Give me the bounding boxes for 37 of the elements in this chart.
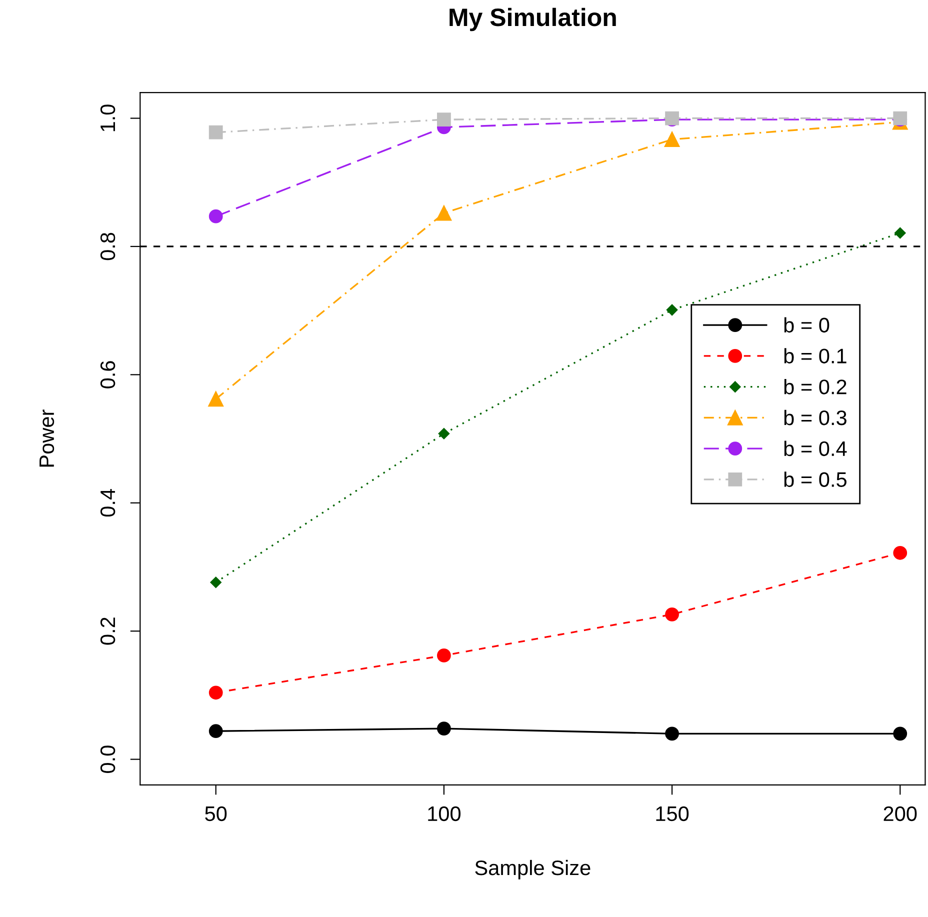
point: [893, 546, 908, 560]
point: [664, 132, 680, 148]
x-tick-label: 150: [656, 806, 689, 822]
x-tick-label: 50: [205, 806, 227, 822]
y-tick-label: 0.6: [100, 361, 116, 388]
legend-label: b = 0.2: [784, 379, 846, 394]
point: [208, 391, 224, 407]
x-axis-title: Sample Size: [475, 860, 590, 880]
point: [893, 726, 908, 741]
x-tick-label: 100: [428, 806, 461, 822]
y-tick-label: 1.0: [100, 104, 116, 132]
y-tick-label: 0.8: [100, 232, 116, 260]
y-axis-title: Power: [40, 410, 54, 467]
point: [437, 112, 451, 126]
point: [666, 304, 678, 316]
point: [208, 724, 223, 738]
chart-title: My Simulation: [450, 8, 616, 32]
y-tick-label: 0.0: [100, 746, 116, 773]
legend-label: b = 0.3: [784, 410, 846, 426]
legend-label: b = 0.1: [784, 348, 846, 364]
point: [436, 205, 452, 221]
point: [210, 576, 222, 588]
point: [438, 428, 450, 440]
point: [437, 648, 451, 662]
point: [665, 726, 679, 741]
legend-label: b = 0: [784, 317, 830, 333]
x-tick-label: 200: [884, 806, 917, 822]
legend-label: b = 0.4: [784, 440, 847, 456]
point: [894, 227, 906, 239]
point: [208, 686, 223, 700]
y-tick-label: 0.2: [100, 618, 116, 645]
point: [437, 722, 451, 736]
legend-label: b = 0.5: [784, 472, 846, 487]
point: [208, 209, 223, 224]
point: [208, 125, 223, 140]
point: [665, 607, 679, 622]
y-tick-label: 0.4: [100, 489, 116, 517]
